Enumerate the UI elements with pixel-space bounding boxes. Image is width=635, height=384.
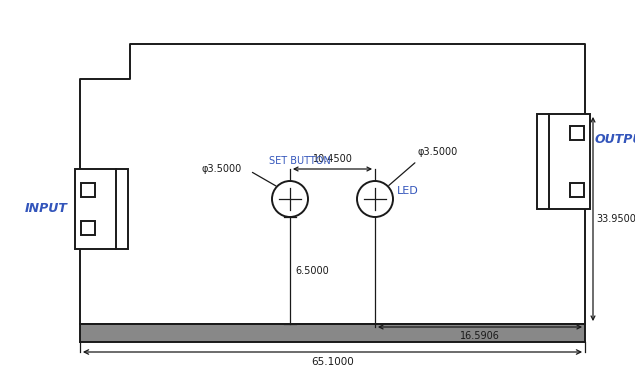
Text: 65.1000: 65.1000 bbox=[311, 357, 354, 367]
Text: 6.5000: 6.5000 bbox=[295, 265, 329, 275]
Bar bbox=[537, 114, 590, 209]
Bar bbox=[570, 183, 584, 197]
Bar bbox=[80, 324, 585, 342]
Text: OUTPUT: OUTPUT bbox=[595, 133, 635, 146]
Text: 10.4500: 10.4500 bbox=[312, 154, 352, 164]
Text: φ3.5000: φ3.5000 bbox=[417, 147, 457, 157]
Text: φ3.5000: φ3.5000 bbox=[202, 164, 242, 174]
Text: INPUT: INPUT bbox=[25, 202, 68, 215]
Bar bbox=[570, 126, 584, 140]
Circle shape bbox=[357, 181, 393, 217]
Text: 33.9500: 33.9500 bbox=[596, 214, 635, 224]
Text: SET BUTTON: SET BUTTON bbox=[269, 156, 331, 166]
Text: 16.5906: 16.5906 bbox=[460, 331, 500, 341]
Bar bbox=[81, 221, 95, 235]
Text: LED: LED bbox=[397, 186, 418, 196]
Bar bbox=[81, 183, 95, 197]
Circle shape bbox=[272, 181, 308, 217]
Bar bbox=[75, 169, 128, 249]
